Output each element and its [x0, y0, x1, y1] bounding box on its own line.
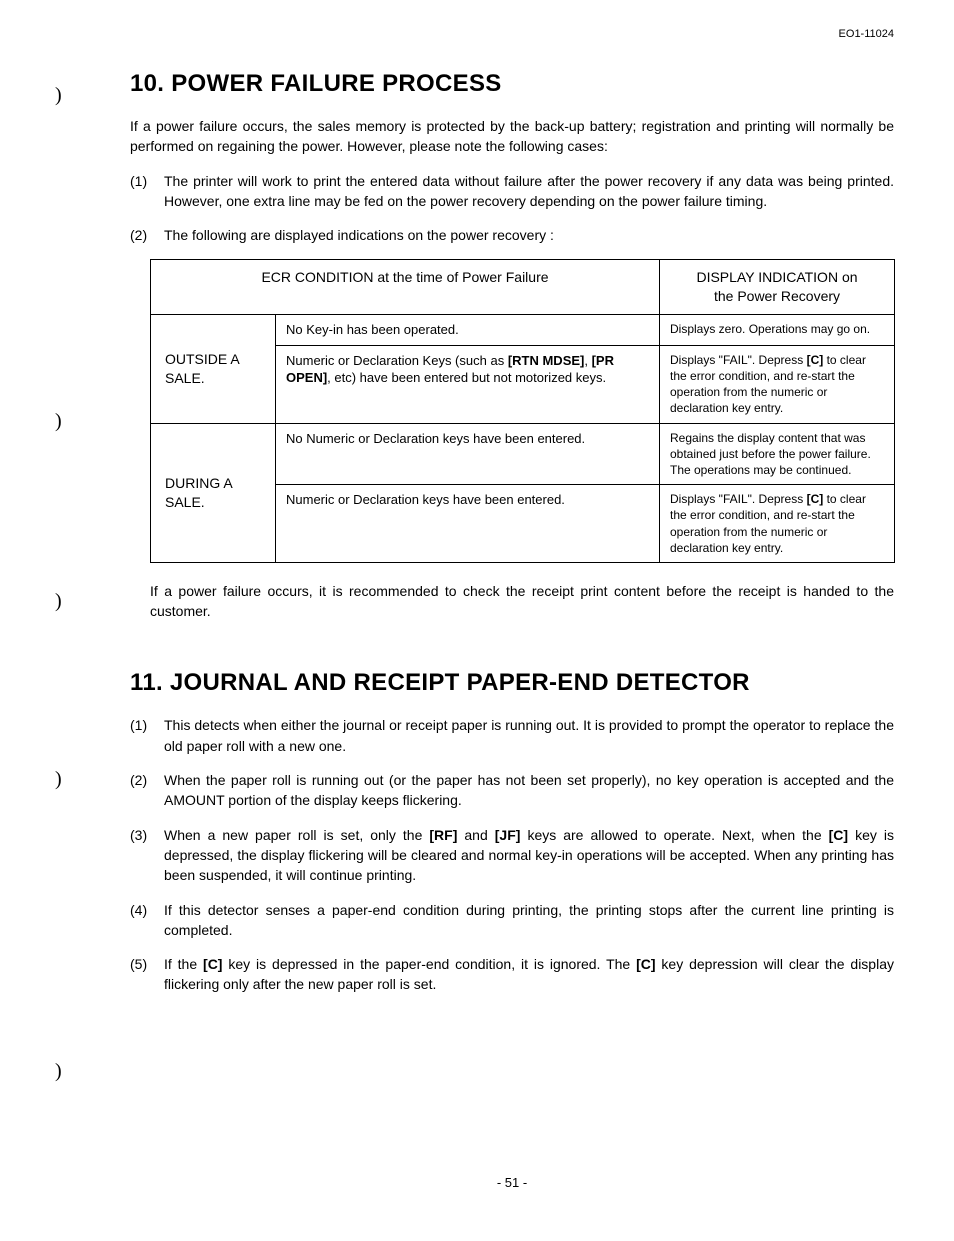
margin-mark: ): [55, 410, 62, 433]
list-item: (2) The following are displayed indicati…: [130, 225, 894, 245]
section-11-list: (1) This detects when either the journal…: [130, 715, 894, 994]
table-row: OUTSIDE A SALE. No Key-in has been opera…: [151, 315, 895, 346]
item-text: If the [C] key is depressed in the paper…: [164, 956, 894, 992]
display-cell: Regains the display content that was obt…: [660, 423, 895, 485]
section-10-intro: If a power failure occurs, the sales mem…: [130, 116, 894, 157]
item-number: (2): [130, 770, 147, 790]
key-ref: [JF]: [495, 827, 521, 843]
document-number: EO1-11024: [839, 28, 894, 40]
list-item: (2) When the paper roll is running out (…: [130, 770, 894, 811]
item-text: The following are displayed indications …: [164, 227, 554, 243]
section-10-outro: If a power failure occurs, it is recomme…: [150, 581, 894, 622]
display-cell: Displays "FAIL". Depress [C] to clear th…: [660, 485, 895, 563]
list-item: (5) If the [C] key is depressed in the p…: [130, 954, 894, 995]
key-ref: [C]: [829, 827, 848, 843]
header-ecr-condition: ECR CONDITION at the time of Power Failu…: [151, 260, 660, 315]
margin-mark: ): [55, 590, 62, 613]
item-text: When the paper roll is running out (or t…: [164, 772, 894, 808]
item-number: (1): [130, 171, 147, 191]
margin-mark: ): [55, 1060, 62, 1083]
condition-cell: Numeric or Declaration keys have been en…: [276, 485, 660, 563]
item-number: (5): [130, 954, 147, 974]
list-item: (3) When a new paper roll is set, only t…: [130, 825, 894, 886]
table-row: DURING A SALE. No Numeric or Declaration…: [151, 423, 895, 485]
key-ref: [C]: [807, 492, 824, 506]
condition-cell: No Numeric or Declaration keys have been…: [276, 423, 660, 485]
row-label-outside-sale: OUTSIDE A SALE.: [151, 315, 276, 423]
display-cell: Displays zero. Operations may go on.: [660, 315, 895, 346]
key-ref: [C]: [636, 956, 655, 972]
item-text: When a new paper roll is set, only the […: [164, 827, 894, 884]
section-11-heading: 11. JOURNAL AND RECEIPT PAPER-END DETECT…: [130, 669, 894, 697]
margin-mark: ): [55, 768, 62, 791]
display-cell: Displays "FAIL". Depress [C] to clear th…: [660, 345, 895, 423]
condition-cell: No Key-in has been operated.: [276, 315, 660, 346]
key-ref: [RTN MDSE]: [508, 353, 585, 368]
key-ref: [C]: [807, 353, 824, 367]
row-label-during-sale: DURING A SALE.: [151, 423, 276, 562]
table-header-row: ECR CONDITION at the time of Power Failu…: [151, 260, 895, 315]
header-display-indication: DISPLAY INDICATION on the Power Recovery: [660, 260, 895, 315]
item-number: (4): [130, 900, 147, 920]
item-number: (1): [130, 715, 147, 735]
page: EO1-11024 ) ) ) ) ) 10. POWER FAILURE PR…: [0, 0, 954, 1241]
item-number: (3): [130, 825, 147, 845]
item-text: The printer will work to print the enter…: [164, 173, 894, 209]
list-item: (4) If this detector senses a paper-end …: [130, 900, 894, 941]
item-text: If this detector senses a paper-end cond…: [164, 902, 894, 938]
item-text: This detects when either the journal or …: [164, 717, 894, 753]
ecr-condition-table: ECR CONDITION at the time of Power Failu…: [150, 259, 895, 562]
section-10-list: (1) The printer will work to print the e…: [130, 171, 894, 246]
item-number: (2): [130, 225, 147, 245]
margin-mark: ): [55, 84, 62, 107]
section-10-heading: 10. POWER FAILURE PROCESS: [130, 70, 894, 98]
list-item: (1) This detects when either the journal…: [130, 715, 894, 756]
page-number: - 51 -: [130, 1175, 894, 1190]
list-item: (1) The printer will work to print the e…: [130, 171, 894, 212]
condition-cell: Numeric or Declaration Keys (such as [RT…: [276, 345, 660, 423]
key-ref: [RF]: [429, 827, 457, 843]
key-ref: [C]: [203, 956, 222, 972]
